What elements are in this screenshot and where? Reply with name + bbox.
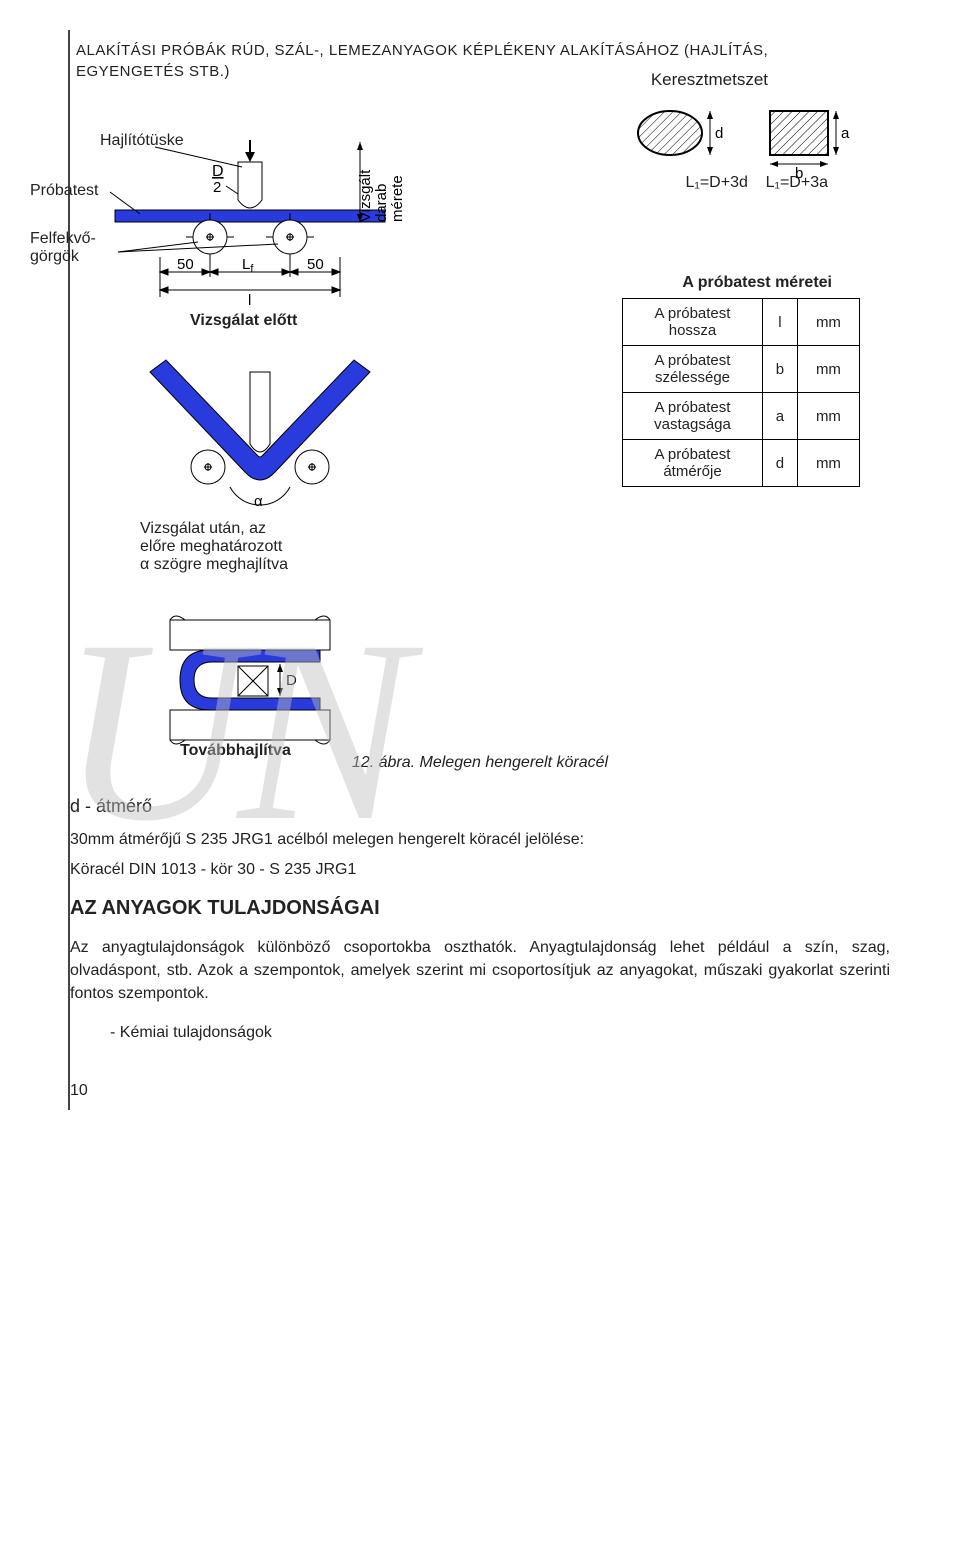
bullet-kem-tulajdonsagok: Kémiai tulajdonságok: [110, 1024, 890, 1042]
section-heading: AZ ANYAGOK TULAJDONSÁGAI: [70, 897, 890, 920]
formulas: L₁=D+3d L₁=D+3a: [686, 174, 828, 192]
table-row: A próbatest átmérője d mm: [623, 440, 860, 487]
dim-l: l: [248, 292, 251, 309]
label-tovabbhajlitva: Továbbhajlítva: [180, 742, 291, 760]
svg-text:a: a: [841, 125, 850, 142]
table-row: A próbatest vastagsága a mm: [623, 393, 860, 440]
dim-sym-2: a: [763, 393, 798, 440]
svg-text:D: D: [286, 672, 297, 689]
line-koracel: Köracél DIN 1013 - kör 30 - S 235 JRG1: [70, 861, 890, 879]
svg-text:D: D: [212, 163, 224, 180]
leader-mandrel: [155, 147, 242, 167]
svg-text:darab: darab: [373, 184, 390, 222]
label-hajlitotuske: Hajlítótüske: [100, 132, 184, 150]
dim-label-1: A próbatest szélessége: [623, 346, 763, 393]
header-line2: EGYENGETÉS STB.): [76, 63, 230, 80]
dim-50-right: 50: [307, 256, 324, 273]
line-30mm: 30mm átmérőjű S 235 JRG1 acélból melegen…: [70, 831, 890, 849]
roller-l: [191, 450, 225, 484]
dim-unit-1: mm: [797, 346, 859, 393]
svg-text:d: d: [715, 125, 723, 142]
d-atmero: d - átmérő: [70, 796, 890, 817]
mandrel: [238, 140, 262, 208]
alpha-label: α: [254, 493, 263, 510]
dim-label-0: A próbatest hossza: [623, 299, 763, 346]
dim-table-title: A próbatest méretei: [682, 274, 832, 292]
dim-sym-3: d: [763, 440, 798, 487]
mandrel-after: [250, 372, 270, 452]
d-half-annotation: D 2: [212, 163, 238, 196]
header-line1: ALAKÍTÁSI PRÓBÁK RÚD, SZÁL-, LEMEZANYAGO…: [76, 42, 768, 59]
dim-table: A próbatest hossza l mm A próbatest szél…: [622, 298, 860, 487]
table-row: A próbatest szélessége b mm: [623, 346, 860, 393]
label-keresztmetszet: Keresztmetszet: [651, 70, 768, 90]
diagram-before-bending: D 2 50: [20, 92, 440, 312]
label-probatest: Próbatest: [30, 182, 98, 200]
body-paragraph: Az anyagtulajdonságok különböző csoporto…: [70, 936, 890, 1006]
label-felfekvogorgok: Felfekvő- görgök: [30, 230, 96, 266]
specimen-bar: [115, 210, 385, 222]
diagram-folded: D: [140, 602, 360, 752]
diagram-after-bending: α: [130, 342, 390, 532]
vertical-label: Vizsgált darab mérete: [357, 169, 406, 222]
figure-block: D 2 50: [70, 102, 890, 742]
svg-text:2: 2: [213, 179, 221, 196]
dim-50-left: 50: [177, 256, 194, 273]
svg-text:mérete: mérete: [389, 175, 406, 222]
dim-unit-2: mm: [797, 393, 859, 440]
table-row: A próbatest hossza l mm: [623, 299, 860, 346]
dim-label-2: A próbatest vastagsága: [623, 393, 763, 440]
dim-unit-3: mm: [797, 440, 859, 487]
roller-r: [295, 450, 329, 484]
page: ALAKÍTÁSI PRÓBÁK RÚD, SZÁL-, LEMEZANYAGO…: [0, 0, 960, 1140]
dim-unit-0: mm: [797, 299, 859, 346]
label-after-bending: Vizsgálat után, az előre meghatározott α…: [140, 520, 288, 574]
dim-sym-0: l: [763, 299, 798, 346]
dim-lf: Lf: [242, 256, 254, 275]
page-number: 10: [70, 1082, 890, 1100]
formula-right: L₁=D+3a: [766, 174, 828, 191]
dim-sym-1: b: [763, 346, 798, 393]
dim-label-3: A próbatest átmérője: [623, 440, 763, 487]
formula-left: L₁=D+3d: [686, 174, 748, 191]
label-vizsgalat-elott: Vizsgálat előtt: [190, 312, 297, 330]
